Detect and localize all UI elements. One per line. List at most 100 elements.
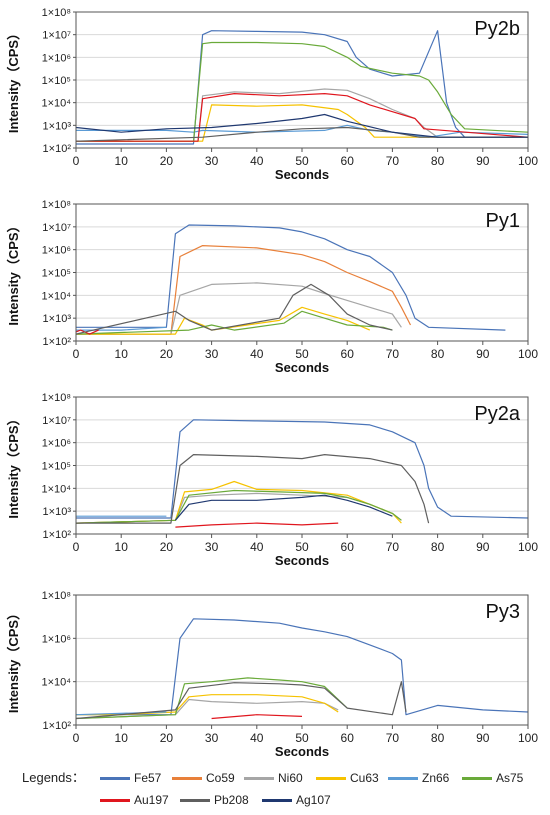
legend-label-fe57: Fe57 [134, 771, 162, 785]
y-axis-label-3: Intensity（CPS） [6, 607, 21, 713]
x-tick-label-1-5: 50 [295, 347, 309, 361]
y-tick-label-0-1: 1×10³ [43, 120, 72, 132]
legend-swatch-ni60 [244, 776, 274, 780]
y-tick-label-3-1: 1×10⁴ [41, 677, 71, 689]
series-line-pb208-2 [76, 454, 430, 524]
series-line-as75-0 [76, 41, 529, 142]
y-tick-label-2-4: 1×10⁶ [42, 438, 71, 450]
y-tick-label-0-5: 1×10⁷ [42, 30, 71, 42]
x-tick-label-1-0: 0 [73, 347, 80, 361]
series-line-as75-1 [75, 310, 393, 335]
series-line-au197-3 [211, 714, 303, 720]
legend: Legends： Fe57 Co59 Ni60 Cu63 Zn66 As75 A… [0, 762, 550, 812]
legend-item-ni60: Ni60 [244, 770, 303, 786]
series-line-ag107-0 [75, 113, 528, 138]
legend-swatch-zn66 [388, 776, 418, 780]
chart-panel-3: 0 10 20 30 40 50 60 70 80 90 100 1×10² 1×10⁴ 1×10⁶ 1×1… [6, 590, 538, 759]
legend-label-cu63: Cu63 [350, 771, 379, 785]
x-tick-label-0-3: 30 [205, 154, 219, 168]
legend-item-zn66: Zn66 [388, 770, 449, 786]
y-tick-label-2-5: 1×10⁷ [42, 415, 71, 427]
x-tick-label-2-10: 100 [518, 540, 538, 554]
y-tick-label-1-2: 1×10⁴ [41, 290, 71, 302]
legend-swatch-au197 [100, 798, 130, 802]
chart-title-2: Py2a [474, 403, 520, 425]
series-line-ag107-2 [174, 494, 393, 521]
legend-label-as75: As75 [496, 771, 524, 785]
legend-item-cu63: Cu63 [316, 770, 379, 786]
x-tick-label-3-7: 70 [386, 731, 400, 745]
x-tick-label-2-6: 60 [341, 540, 355, 554]
chart-title-3: Py3 [486, 601, 520, 623]
x-tick-label-2-7: 70 [386, 540, 400, 554]
series-line-au197-0 [76, 93, 529, 142]
x-tick-label-0-4: 40 [250, 154, 264, 168]
plot-frame-3 [75, 594, 529, 726]
x-tick-label-2-2: 20 [160, 540, 174, 554]
y-tick-label-2-1: 1×10³ [43, 506, 72, 518]
series-line-ni60-0 [76, 88, 528, 142]
series-line-as75-2 [75, 489, 402, 524]
x-tick-label-0-1: 10 [115, 154, 129, 168]
x-tick-label-3-8: 80 [431, 731, 445, 745]
series-line-au197-2 [175, 522, 339, 528]
x-tick-label-3-5: 50 [295, 731, 309, 745]
x-tick-label-1-1: 10 [115, 347, 129, 361]
x-tick-label-2-3: 30 [205, 540, 219, 554]
x-tick-label-0-7: 70 [386, 154, 400, 168]
x-tick-label-0-0: 0 [73, 154, 80, 168]
series-line-ni60-3 [75, 698, 339, 720]
x-tick-label-3-0: 0 [73, 731, 80, 745]
legend-label-au197: Au197 [134, 793, 169, 807]
y-tick-label-1-3: 1×10⁵ [42, 268, 71, 280]
series-line-fe57-3 [76, 618, 529, 716]
x-tick-label-1-7: 70 [386, 347, 400, 361]
x-tick-label-2-0: 0 [73, 540, 80, 554]
series-line-cu63-0 [76, 104, 528, 142]
x-tick-label-3-10: 100 [518, 731, 538, 745]
x-tick-label-0-6: 60 [341, 154, 355, 168]
chart-title-1: Py1 [486, 210, 520, 232]
series-line-cu63-1 [76, 306, 371, 335]
x-axis-label-2: Seconds [275, 553, 329, 568]
x-axis-label-3: Seconds [275, 744, 329, 759]
x-tick-label-2-4: 40 [250, 540, 264, 554]
x-tick-label-1-8: 80 [431, 347, 445, 361]
legend-item-pb208: Pb208 [180, 792, 249, 808]
y-tick-label-0-2: 1×10⁴ [41, 98, 71, 110]
y-tick-label-1-5: 1×10⁷ [42, 222, 71, 234]
legend-swatch-cu63 [316, 776, 346, 780]
chart-panel-0: 0 10 20 30 40 50 60 70 80 90 100 1×10² 1×10³ 1×10⁴ 1×1… [6, 7, 538, 182]
x-axis-label-0: Seconds [275, 167, 329, 182]
x-tick-label-3-2: 20 [160, 731, 174, 745]
x-tick-label-1-4: 40 [250, 347, 264, 361]
series-line-fe57-1 [76, 224, 506, 331]
legend-item-as75: As75 [462, 770, 523, 786]
x-tick-label-2-9: 90 [476, 540, 490, 554]
series-line-ni60-1 [76, 282, 402, 335]
y-tick-label-0-0: 1×10² [43, 143, 72, 155]
legend-title: Legends： [22, 770, 85, 785]
x-axis-label-1: Seconds [275, 360, 329, 375]
x-tick-label-3-9: 90 [476, 731, 490, 745]
chart-title-0: Py2b [474, 18, 520, 40]
x-tick-label-0-5: 50 [295, 154, 309, 168]
legend-label-zn66: Zn66 [422, 771, 450, 785]
chart-panel-2: 0 10 20 30 40 50 60 70 80 90 100 1×10² 1×10³ 1×10⁴ 1×1… [6, 392, 538, 568]
y-tick-label-2-6: 1×10⁸ [42, 392, 71, 404]
y-tick-label-1-6: 1×10⁸ [42, 199, 71, 211]
legend-item-co59: Co59 [172, 770, 235, 786]
series-line-pb208-3 [75, 681, 407, 720]
y-tick-label-1-1: 1×10³ [43, 313, 72, 325]
y-axis-label-2: Intensity（CPS） [6, 412, 21, 518]
y-tick-label-2-2: 1×10⁴ [41, 483, 71, 495]
legend-swatch-as75 [462, 776, 492, 780]
x-tick-label-1-10: 100 [518, 347, 538, 361]
series-line-co59-1 [76, 245, 412, 335]
y-tick-label-1-4: 1×10⁶ [42, 245, 71, 257]
series-line-fe57-2 [76, 419, 529, 519]
legend-label-ni60: Ni60 [278, 771, 303, 785]
legend-swatch-fe57 [100, 776, 130, 780]
y-tick-label-1-0: 1×10² [43, 336, 72, 348]
